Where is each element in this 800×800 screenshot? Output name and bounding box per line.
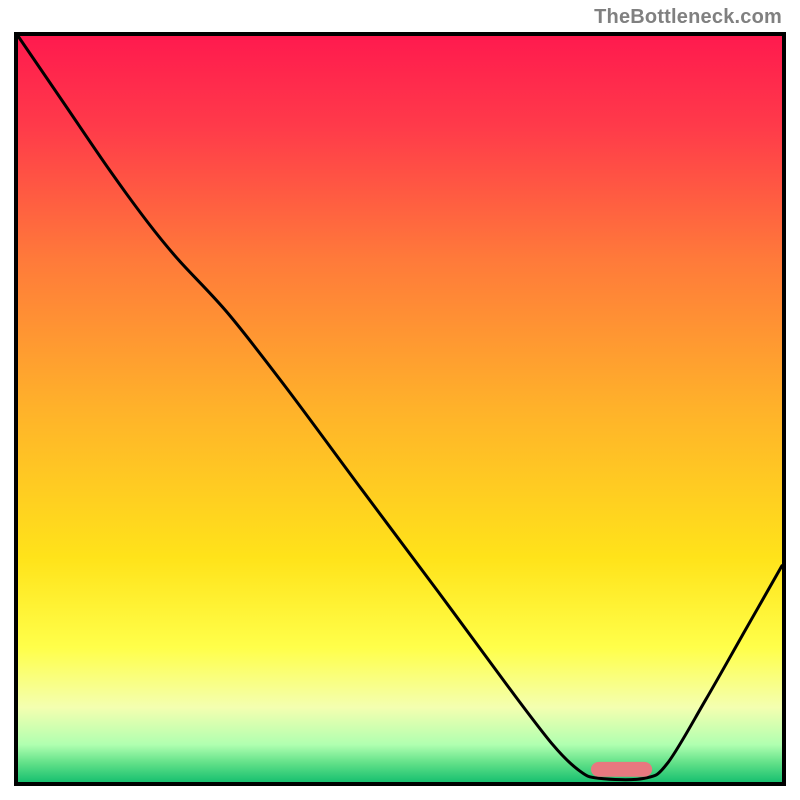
watermark-text: TheBottleneck.com — [594, 6, 782, 29]
plot-background — [18, 36, 782, 782]
marker-pill — [591, 762, 652, 777]
chart-container: TheBottleneck.com — [0, 0, 800, 800]
bottleneck-chart — [0, 0, 800, 800]
